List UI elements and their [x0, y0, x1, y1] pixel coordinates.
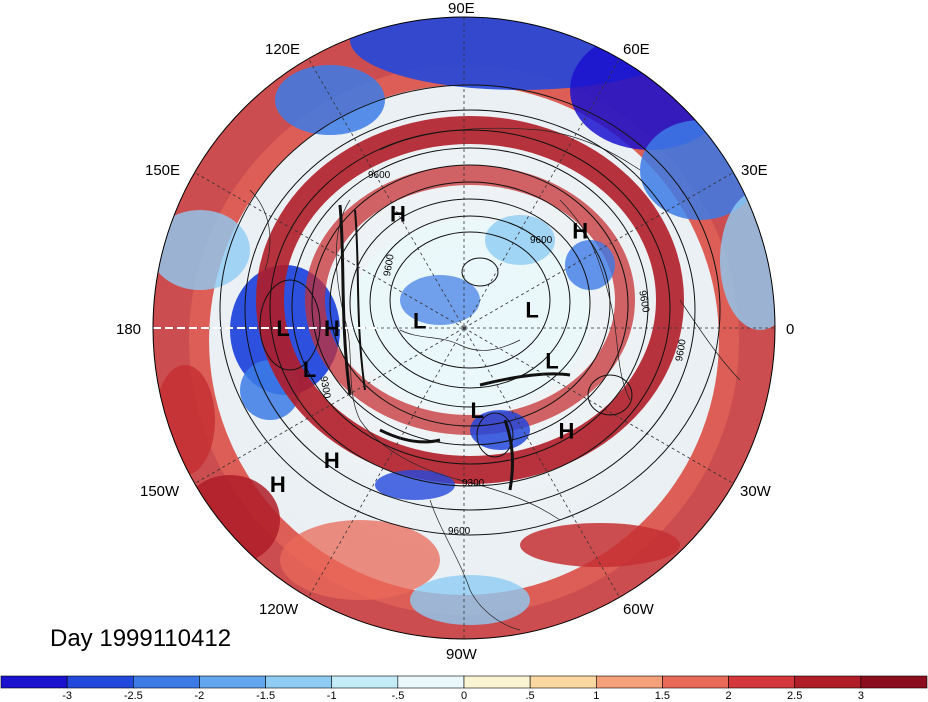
contour-label: 9600: [674, 338, 689, 362]
colorbar-tick-label: 1: [593, 690, 599, 702]
low-pressure-marker: L: [276, 316, 289, 341]
colorbar-swatch: [265, 675, 333, 689]
high-pressure-marker: H: [324, 316, 340, 341]
low-pressure-marker: L: [413, 308, 426, 333]
colorbar-tick-label: 1.5: [655, 690, 670, 702]
lon-label-150w: 150W: [140, 483, 180, 500]
contour-label: 9600: [368, 170, 391, 181]
colorbar-tick-label: -.5: [391, 690, 404, 702]
high-pressure-marker: H: [390, 202, 406, 227]
colorbar-swatch: [0, 675, 68, 689]
colorbar-tick-label: 3: [858, 690, 864, 702]
colorbar-swatch: [794, 675, 862, 689]
colorbar-tick-label: -1: [327, 690, 337, 702]
colorbar-swatch: [199, 675, 266, 689]
colorbar-tick-label: -2.5: [124, 690, 143, 702]
contour-label: 9600: [636, 290, 651, 314]
colorbar-swatch: [66, 675, 134, 689]
contour-label: 9300: [317, 376, 332, 400]
lon-label-150e: 150E: [145, 162, 180, 179]
low-pressure-marker: L: [303, 357, 316, 382]
lon-label-120e: 120E: [265, 41, 300, 58]
colorbar: -3 -2.5 -2 -1.5 -1 -.5 0 .5 1 1.5 2 2.5 3: [0, 675, 928, 702]
colorbar-swatch: [529, 675, 597, 689]
colorbar-tick-label: 2.5: [787, 690, 802, 702]
colorbar-swatch: [662, 675, 729, 689]
lon-label-60w: 60W: [623, 601, 655, 618]
lon-label-180: 180: [116, 321, 141, 338]
lon-label-60e: 60E: [623, 41, 650, 58]
lon-label-90w: 90W: [446, 646, 478, 663]
contour-label: 9300: [462, 478, 485, 489]
day-label: Day 1999110412: [50, 625, 231, 652]
high-pressure-marker: H: [559, 419, 575, 444]
lon-label-30e: 30E: [741, 162, 768, 179]
colorbar-swatch: [860, 675, 928, 689]
colorbar-swatch: [331, 675, 399, 689]
colorbar-tick-label: .5: [526, 690, 535, 702]
lon-label-90e: 90E: [448, 0, 475, 17]
low-pressure-marker: L: [471, 398, 484, 423]
colorbar-swatch: [728, 675, 796, 689]
colorbar-swatch: [595, 675, 663, 689]
lon-label-30w: 30W: [740, 483, 772, 500]
colorbar-swatch: [463, 675, 531, 689]
colorbar-tick-label: -2: [195, 690, 205, 702]
low-pressure-marker: L: [545, 349, 558, 374]
contour-label: 9600: [530, 235, 553, 246]
contour-label-group: 9600 9600 9600 9600 9300 9300 9600 9600: [317, 170, 688, 537]
low-pressure-marker: L: [525, 297, 538, 322]
colorbar-tick-label: 0: [461, 690, 467, 702]
longitude-labels: 90E 60E 30E 0 30W 60W 90W 120W 150W 180 …: [116, 0, 794, 663]
colorbar-swatch: [132, 675, 200, 689]
colorbar-swatch: [397, 675, 465, 689]
high-pressure-marker: H: [572, 219, 588, 244]
contour-label: 9600: [382, 253, 397, 277]
height-contours: [219, 84, 721, 536]
lon-label-0: 0: [786, 321, 794, 338]
lon-label-120w: 120W: [259, 601, 299, 618]
colorbar-tick-label: -3: [62, 690, 72, 702]
colorbar-tick-label: -1.5: [256, 690, 275, 702]
high-pressure-marker: H: [270, 472, 286, 497]
globe-outline: [152, 16, 776, 640]
high-pressure-marker: H: [324, 448, 340, 473]
contour-label: 9600: [448, 526, 471, 537]
anomaly-field: [153, 17, 775, 639]
colorbar-tick-label: 2: [726, 690, 732, 702]
